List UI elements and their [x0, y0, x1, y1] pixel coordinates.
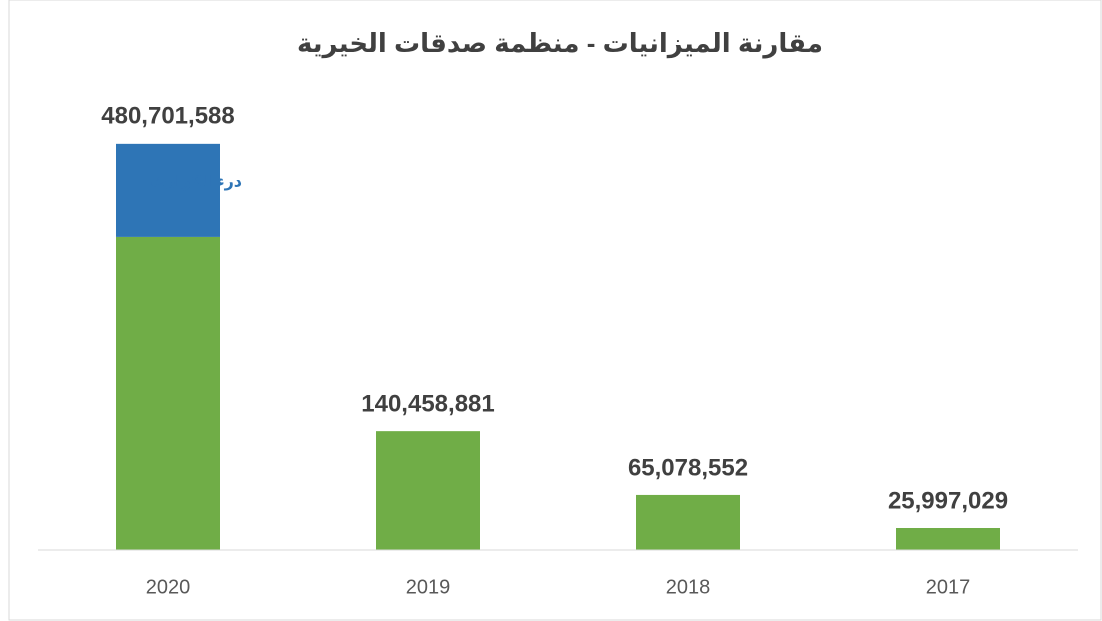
- bar-segment: [896, 528, 1000, 550]
- total-label: 65,078,552: [628, 454, 748, 481]
- x-tick-label: 2018: [666, 576, 711, 598]
- total-label: 25,997,029: [888, 487, 1008, 514]
- bar-segment: [376, 431, 480, 550]
- total-label: 140,458,881: [361, 390, 494, 417]
- chart-title: مقارنة الميزانيات - منظمة صدقات الخيرية: [297, 28, 823, 59]
- bar-segment: [636, 494, 740, 550]
- x-tick-label: 2020: [146, 576, 191, 598]
- bar-segment: [116, 143, 220, 237]
- x-tick-label: 2019: [406, 576, 451, 598]
- bar-segment: [116, 236, 220, 550]
- segment-label: درء الكوارث: [150, 174, 242, 191]
- total-label: 480,701,588: [101, 103, 234, 130]
- x-tick-label: 2017: [926, 576, 971, 598]
